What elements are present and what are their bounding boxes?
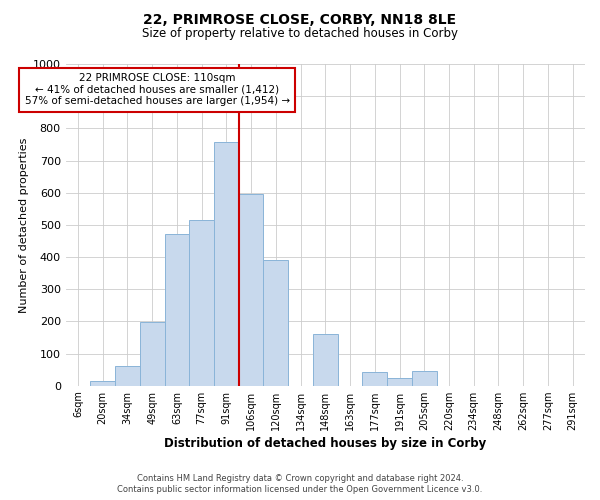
Bar <box>164 234 189 386</box>
Bar <box>387 378 412 386</box>
Y-axis label: Number of detached properties: Number of detached properties <box>19 137 29 312</box>
Bar <box>313 334 338 386</box>
X-axis label: Distribution of detached houses by size in Corby: Distribution of detached houses by size … <box>164 437 487 450</box>
Bar <box>140 322 164 386</box>
Bar <box>362 372 387 386</box>
Bar <box>115 366 140 386</box>
Text: 22, PRIMROSE CLOSE, CORBY, NN18 8LE: 22, PRIMROSE CLOSE, CORBY, NN18 8LE <box>143 12 457 26</box>
Bar <box>189 220 214 386</box>
Bar <box>239 194 263 386</box>
Bar <box>91 381 115 386</box>
Bar <box>412 371 437 386</box>
Bar <box>263 260 288 386</box>
Bar <box>214 142 239 386</box>
Text: Contains HM Land Registry data © Crown copyright and database right 2024.
Contai: Contains HM Land Registry data © Crown c… <box>118 474 482 494</box>
Text: Size of property relative to detached houses in Corby: Size of property relative to detached ho… <box>142 28 458 40</box>
Text: 22 PRIMROSE CLOSE: 110sqm
← 41% of detached houses are smaller (1,412)
57% of se: 22 PRIMROSE CLOSE: 110sqm ← 41% of detac… <box>25 73 290 106</box>
